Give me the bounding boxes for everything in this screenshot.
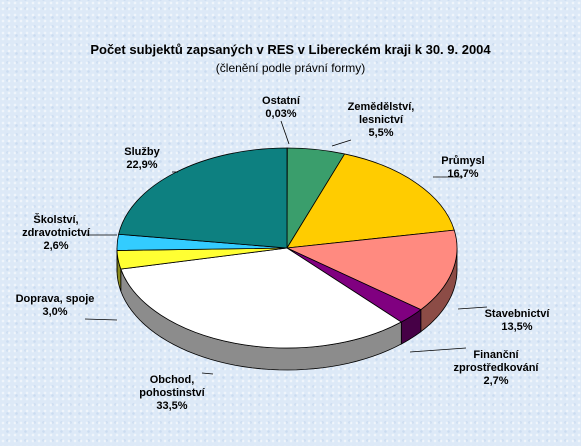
pie-slice-5 — [120, 247, 402, 349]
slice-name-3-0: Stavebnictví — [485, 308, 551, 320]
slice-value-5: 33,5% — [156, 400, 187, 412]
slice-value-7: 2,6% — [43, 240, 68, 252]
slice-label-6: Doprava, spoje 3,0% — [16, 293, 95, 318]
pie-slice-2 — [286, 153, 455, 249]
slice-value-1: 5,5% — [368, 127, 393, 139]
slice-name-1-1: lesnictví — [359, 114, 404, 126]
pie-slice-8 — [118, 147, 288, 249]
slice-label-8: Služby 22,9% — [124, 146, 160, 171]
slice-label-7: Školství, zdravotnictví 2,6% — [22, 213, 91, 252]
slice-name-2-0: Průmysl — [441, 155, 484, 167]
leader-line-5 — [201, 372, 214, 375]
slice-name-7-0: Školství, — [33, 213, 78, 226]
slice-label-3: Stavebnictví 13,5% — [485, 308, 551, 333]
slice-name-0-0: Ostatní — [262, 95, 301, 107]
slice-name-5-0: Obchod, — [150, 374, 195, 386]
slice-label-1: Zemědělství, lesnictví 5,5% — [348, 101, 415, 139]
slice-label-0: Ostatní 0,03% — [262, 95, 301, 120]
slice-value-8: 22,9% — [126, 159, 157, 171]
slice-name-4-0: Finanční — [473, 349, 519, 361]
slice-value-3: 13,5% — [501, 321, 532, 333]
leader-line-4 — [409, 347, 467, 353]
slice-name-5-1: pohostinství — [139, 387, 205, 399]
slice-label-5: Obchod, pohostinství 33,5% — [139, 374, 205, 412]
chart-title: Počet subjektů zapsaných v RES v Liberec… — [90, 42, 491, 57]
pie-slice-3 — [286, 229, 458, 311]
leader-line-6 — [84, 318, 118, 321]
slice-value-0: 0,03% — [265, 108, 296, 120]
slice-value-4: 2,7% — [483, 375, 508, 387]
slice-label-2: Průmysl 16,7% — [441, 155, 484, 180]
chart-subtitle: (členění podle právní formy) — [215, 61, 366, 75]
slice-value-2: 16,7% — [447, 168, 478, 180]
slice-name-7-1: zdravotnictví — [22, 227, 91, 239]
leader-line-3 — [457, 306, 488, 310]
slice-name-1-0: Zemědělství, — [348, 101, 415, 113]
slice-label-4: Finanční zprostředkování 2,7% — [454, 349, 540, 387]
leader-line-0 — [280, 120, 290, 145]
slice-name-6-0: Doprava, spoje — [16, 293, 95, 305]
leader-line-1 — [331, 139, 352, 147]
slice-value-6: 3,0% — [42, 306, 67, 318]
slice-name-4-1: zprostředkování — [454, 362, 540, 374]
slice-name-8-0: Služby — [124, 146, 160, 158]
